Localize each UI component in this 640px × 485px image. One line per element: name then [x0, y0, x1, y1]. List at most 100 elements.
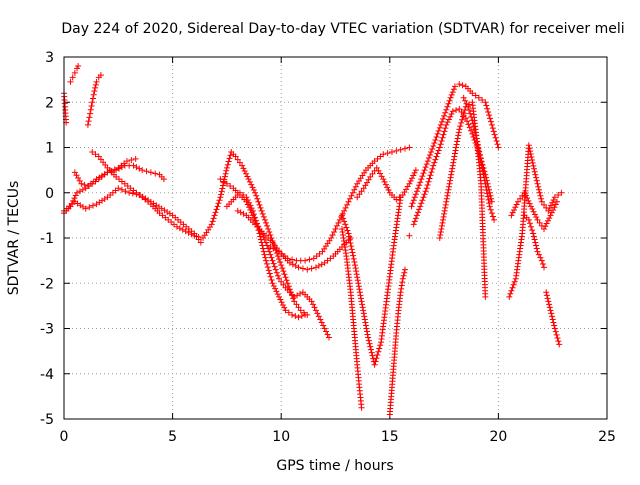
data-point-interp [264, 222, 271, 229]
data-point-interp [536, 219, 543, 226]
data-point [399, 275, 406, 282]
data-point-interp [423, 161, 430, 168]
data-point-interp [446, 180, 453, 187]
data-point-interp [377, 342, 384, 349]
x-tick-label: 25 [598, 429, 616, 445]
data-point [380, 176, 387, 183]
data-point-interp [298, 313, 305, 320]
data-point-interp [448, 171, 455, 178]
data-point-interp [492, 134, 499, 141]
data-point-interp [261, 251, 268, 258]
data-point [486, 203, 493, 210]
data-point-interp [314, 310, 321, 317]
data-point-interp [553, 331, 560, 338]
data-point [473, 135, 480, 142]
data-point [488, 121, 495, 128]
data-point-interp [280, 268, 287, 275]
y-tick-label: -4 [40, 367, 54, 383]
data-point-interp [451, 150, 458, 157]
data-point-interp [533, 242, 540, 249]
data-point-interp [509, 284, 516, 291]
data-point-interp [435, 127, 442, 134]
data-point-interp [468, 127, 475, 134]
data-point [558, 189, 565, 196]
data-point-interp [369, 352, 376, 359]
data-point-interp [293, 301, 300, 308]
data-point [245, 176, 252, 183]
data-point-interp [527, 223, 534, 230]
data-point [75, 63, 82, 70]
data-point [482, 293, 489, 300]
data-point-interp [444, 192, 451, 199]
data-point-interp [258, 239, 265, 246]
data-point-interp [474, 141, 481, 148]
data-point-interp [244, 196, 251, 203]
data-point [352, 262, 359, 269]
y-tick-label: 2 [45, 95, 54, 111]
data-point-interp [552, 201, 559, 208]
data-point [276, 275, 283, 282]
data-point-interp [439, 134, 446, 141]
data-point-interp [440, 213, 447, 220]
data-point-interp [400, 272, 407, 279]
data-point-interp [111, 166, 118, 173]
data-point-interp [472, 92, 479, 99]
data-point-interp [484, 190, 491, 197]
data-point-interp [374, 352, 381, 359]
data-point-interp [490, 128, 497, 135]
data-point-interp [279, 265, 286, 272]
data-point-interp [436, 124, 443, 131]
data-point-interp [447, 177, 454, 184]
data-point-interp [533, 214, 540, 221]
data-point-interp [433, 153, 440, 160]
data-point-interp [268, 254, 275, 261]
data-point [469, 90, 476, 97]
data-point-interp [457, 123, 464, 130]
data-point-interp [494, 141, 501, 148]
data-point-interp [143, 168, 150, 175]
data-point-interp [411, 194, 418, 201]
data-point-interp [347, 239, 354, 246]
data-point-interp [413, 212, 420, 219]
data-point-interp [218, 188, 225, 195]
data-point-interp [485, 108, 492, 115]
data-point-interp [460, 110, 467, 117]
data-point-interp [549, 199, 556, 206]
data-point [532, 171, 539, 178]
x-tick-label: 10 [272, 429, 290, 445]
data-point-interp [129, 190, 136, 197]
data-point-interp [220, 178, 227, 185]
data-point-interp [87, 106, 94, 113]
data-point [449, 108, 456, 115]
y-tick-label: -2 [40, 276, 54, 292]
data-point-interp [552, 328, 559, 335]
data-point [456, 81, 463, 88]
x-tick-label: 5 [168, 429, 177, 445]
data-point [514, 198, 521, 205]
data-point-interp [262, 254, 269, 261]
data-point [367, 173, 374, 180]
data-point-interp [346, 233, 353, 240]
data-point-interp [511, 206, 518, 213]
data-point-interp [543, 220, 550, 227]
data-point [475, 94, 482, 101]
data-point-interp [452, 147, 459, 154]
data-point-interp [277, 296, 284, 303]
data-point-interp [381, 178, 388, 185]
data-point-interp [250, 187, 257, 194]
x-tick-label: 15 [381, 429, 399, 445]
data-point-interp [510, 281, 517, 288]
x-axis-label: GPS time / hours [276, 458, 393, 474]
data-point-interp [88, 103, 95, 110]
data-point-interp [476, 151, 483, 158]
data-point [97, 72, 104, 79]
data-point-interp [437, 121, 444, 128]
data-point-interp [446, 97, 453, 104]
data-point-interp [268, 277, 275, 284]
data-point-interp [213, 206, 220, 213]
data-point [449, 162, 456, 169]
data-point-interp [340, 215, 347, 222]
data-point-interp [489, 125, 496, 132]
data-point-interp [437, 141, 444, 148]
